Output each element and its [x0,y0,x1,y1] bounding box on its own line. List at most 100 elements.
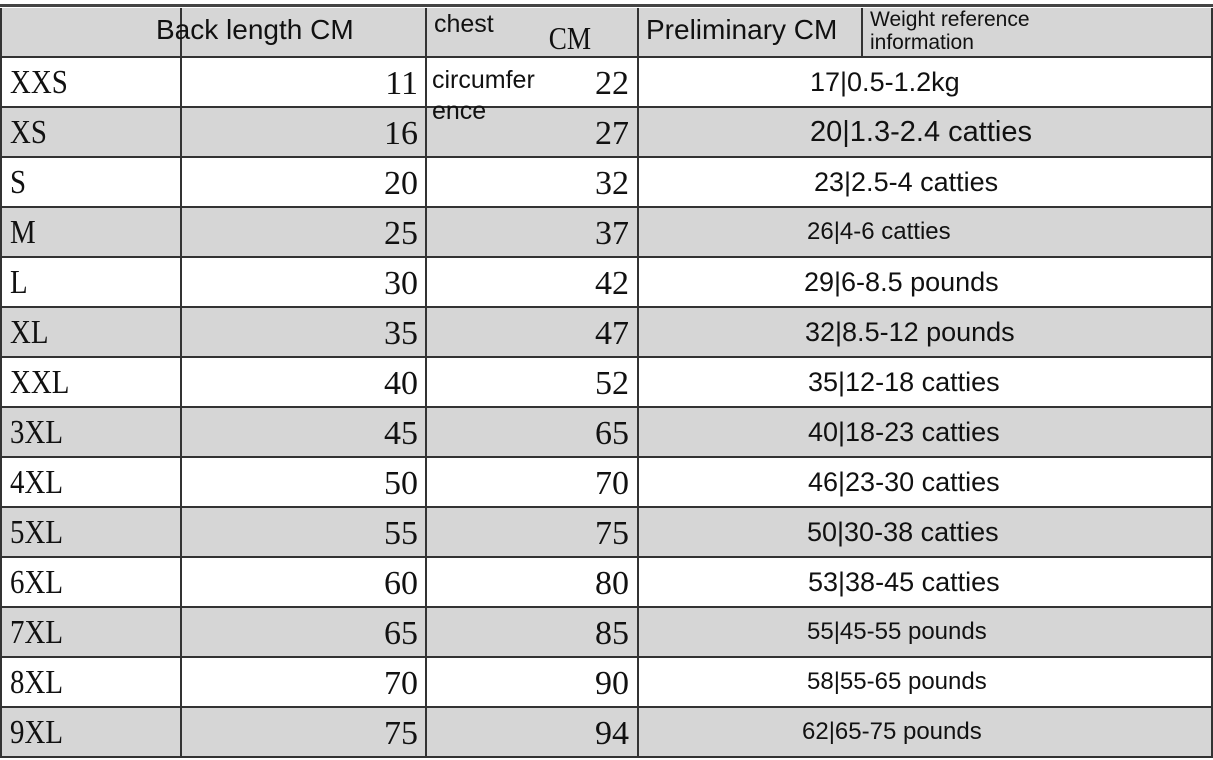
column-divider [180,508,182,556]
size-cell: M [10,214,36,251]
header-row: Back length CM chest CM Preliminary CM W… [2,8,1213,58]
column-divider [425,258,427,306]
table-row: 8XL 70 90 58|55-65 pounds [2,658,1213,708]
column-divider [425,708,427,756]
back-length-cell: 50 [384,465,418,502]
column-divider [425,508,427,556]
column-divider [425,558,427,606]
chest-cell: 37 [595,215,629,252]
table-row: XS 16 27 20|1.3-2.4 catties [2,108,1213,158]
chest-cell: 80 [595,565,629,602]
weight-cell: 50|30-38 catties [807,517,999,547]
weight-cell: 55|45-55 pounds [807,618,987,645]
column-divider [425,358,427,406]
column-divider [637,508,639,556]
chest-cell: 94 [595,715,629,752]
weight-cell: 53|38-45 catties [808,567,1000,597]
back-length-cell: 16 [384,115,418,152]
size-cell: L [10,264,28,301]
table-row: L 30 42 29|6-8.5 pounds [2,258,1213,308]
chest-cell: 70 [595,465,629,502]
weight-cell: 26|4-6 catties [807,218,951,245]
weight-cell: 62|65-75 pounds [802,718,982,745]
chest-cell: 65 [595,415,629,452]
back-length-cell: 65 [384,615,418,652]
header-back-length: Back length CM [156,14,354,45]
column-divider [425,308,427,356]
weight-cell: 46|23-30 catties [808,467,1000,497]
size-cell: 6XL [10,564,63,601]
column-divider [637,8,639,56]
column-divider [861,8,863,56]
column-divider [637,358,639,406]
column-divider [425,208,427,256]
column-divider [637,558,639,606]
column-divider [180,258,182,306]
column-divider [180,308,182,356]
column-divider [180,658,182,706]
back-length-cell: 55 [384,515,418,552]
back-length-cell: 40 [384,365,418,402]
weight-cell: 29|6-8.5 pounds [804,267,999,297]
column-divider [180,108,182,156]
column-divider [425,608,427,656]
column-divider [637,58,639,106]
header-weight-line2: information [870,31,974,54]
column-divider [637,108,639,156]
column-divider [637,608,639,656]
header-weight-line1: Weight reference [870,8,1030,31]
column-divider [637,458,639,506]
size-cell: 9XL [10,714,63,751]
header-chest-continued-2: ence [432,97,487,125]
chest-cell: 90 [595,665,629,702]
column-divider [425,408,427,456]
column-divider [180,358,182,406]
table-row: 9XL 75 94 62|65-75 pounds [2,708,1213,758]
column-divider [425,58,427,106]
column-divider [180,8,182,56]
chest-cell: 85 [595,615,629,652]
column-divider [637,258,639,306]
size-cell: 5XL [10,514,63,551]
size-cell: S [10,164,27,201]
chest-cell: 52 [595,365,629,402]
back-length-cell: 45 [384,415,418,452]
table-row: 3XL 45 65 40|18-23 catties [2,408,1213,458]
size-cell: 4XL [10,464,63,501]
column-divider [637,408,639,456]
back-length-cell: 60 [384,565,418,602]
weight-cell: 35|12-18 catties [808,367,1000,397]
column-divider [637,708,639,756]
size-cell: XS [10,114,47,151]
back-length-cell: 20 [384,165,418,202]
size-cell: XXL [10,364,70,401]
table-row: 7XL 65 85 55|45-55 pounds [2,608,1213,658]
column-divider [425,458,427,506]
column-divider [425,658,427,706]
header-chest-continued: circumfer [432,66,535,94]
chest-cell: 27 [595,115,629,152]
weight-cell: 17|0.5-1.2kg [810,67,960,97]
weight-cell: 23|2.5-4 catties [814,167,999,197]
size-cell: 7XL [10,614,63,651]
weight-cell: 20|1.3-2.4 catties [810,116,1032,148]
column-divider [637,658,639,706]
table-row: 6XL 60 80 53|38-45 catties [2,558,1213,608]
header-chest: chest [434,10,494,38]
chest-cell: 32 [595,165,629,202]
column-divider [425,158,427,206]
table-row: 5XL 55 75 50|30-38 catties [2,508,1213,558]
weight-cell: 40|18-23 catties [808,417,1000,447]
chest-cell: 42 [595,265,629,302]
column-divider [180,608,182,656]
table-row: S 20 32 23|2.5-4 catties [2,158,1213,208]
top-border [0,4,1213,7]
column-divider [637,208,639,256]
back-length-cell: 75 [384,715,418,752]
column-divider [180,58,182,106]
table-row: XXS 11 22 17|0.5-1.2kg [2,58,1213,108]
chest-cell: 75 [595,515,629,552]
size-chart-table: Back length CM chest CM Preliminary CM W… [0,8,1213,758]
size-cell: XL [10,314,49,351]
back-length-cell: 35 [384,315,418,352]
